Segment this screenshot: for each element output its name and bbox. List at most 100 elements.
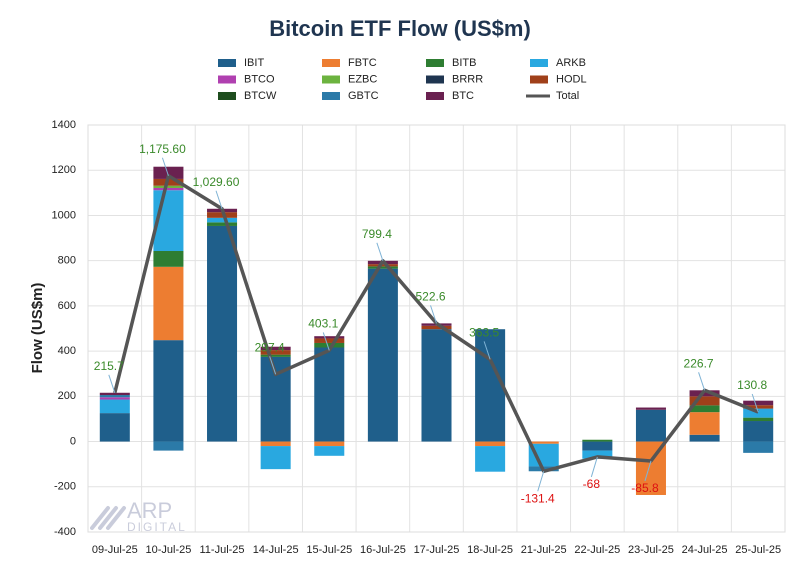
chart-title: Bitcoin ETF Flow (US$m) [269, 16, 531, 41]
bar-segment [99, 399, 130, 414]
bar-segment [582, 441, 613, 451]
bar-segment [743, 405, 774, 409]
data-label: 522.6 [415, 290, 445, 304]
bar-segment [314, 336, 345, 339]
bar-segment [314, 441, 345, 447]
y-tick-label: -200 [54, 481, 76, 493]
bar-segment [153, 250, 184, 267]
bar-segment [153, 166, 184, 179]
bar-segment [99, 413, 130, 442]
legend-swatch [426, 92, 444, 100]
legend-swatch [426, 75, 444, 84]
legend-label: IBIT [244, 57, 264, 69]
legend-swatch [218, 59, 236, 67]
label-leader [698, 372, 706, 391]
bar-segment [743, 417, 774, 422]
data-label: 363.5 [469, 326, 499, 340]
y-tick-label: 1400 [52, 119, 76, 131]
label-leader [644, 460, 652, 482]
bar-segment [260, 346, 291, 351]
bar-segment [528, 443, 559, 467]
bar-segment [314, 347, 345, 442]
data-label: 1,175.60 [139, 142, 186, 156]
y-tick-label: 1200 [52, 164, 76, 176]
x-tick-label: 09-Jul-25 [92, 544, 138, 556]
bar-segment [314, 338, 345, 343]
legend-label: ARKB [556, 57, 586, 69]
y-tick-label: -400 [54, 526, 76, 538]
plot-border [87, 124, 786, 533]
data-label: 297.4 [255, 340, 285, 354]
watermark: ARP DIGITAL [90, 498, 185, 534]
bar-segment [743, 400, 774, 406]
data-label: -131.4 [521, 491, 555, 505]
label-leader [483, 341, 491, 360]
bar-segment [260, 350, 291, 355]
legend-label: GBTC [348, 90, 379, 102]
legend-label: BRRR [452, 73, 483, 85]
bar-segment [582, 439, 613, 442]
data-label: -68 [583, 477, 601, 491]
bar-segment [635, 407, 666, 410]
x-tick-label: 22-Jul-25 [574, 544, 620, 556]
legend-label: BTC [452, 90, 474, 102]
bar-segment [207, 222, 238, 226]
bar-segment [99, 395, 130, 398]
legend-swatch [530, 75, 548, 84]
bar-segment [582, 450, 613, 459]
legend-swatch [426, 59, 444, 67]
data-label: 226.7 [684, 356, 714, 370]
bar-segment [689, 390, 720, 397]
bar-segment [743, 441, 774, 453]
bar-segment [475, 329, 506, 442]
bar-segment [207, 212, 238, 218]
label-leader [322, 332, 330, 351]
label-leader [269, 356, 277, 375]
legend-label: BTCW [244, 90, 277, 102]
y-axis-label: Flow (US$m) [29, 283, 46, 374]
bar-segment [743, 408, 774, 418]
bar-segment [528, 441, 559, 444]
bar-segment [689, 396, 720, 406]
bar-segment [207, 217, 238, 223]
x-tick-label: 10-Jul-25 [145, 544, 191, 556]
bar-segment [153, 266, 184, 341]
x-tick-label: 16-Jul-25 [360, 544, 406, 556]
legend-swatch [322, 75, 340, 84]
label-leader [215, 190, 223, 209]
label-leader [590, 456, 598, 478]
bar-segment [367, 268, 398, 442]
bar-segment [314, 446, 345, 456]
bar-segment [421, 325, 452, 330]
legend-label: BTCO [244, 73, 275, 85]
x-tick-label: 17-Jul-25 [414, 544, 460, 556]
bar-segment [689, 405, 720, 413]
legend-swatch [218, 92, 236, 100]
y-tick-label: 1000 [52, 209, 76, 221]
bar-segment [689, 434, 720, 442]
legend-swatch [322, 92, 340, 100]
label-leader [751, 393, 759, 413]
data-label: 1,029.60 [193, 175, 240, 189]
data-label: -85.8 [631, 481, 659, 495]
label-leader [161, 157, 169, 176]
legend-swatch [218, 75, 236, 84]
bar-segment [207, 225, 238, 442]
bar-segment [99, 392, 130, 396]
legend-swatch [322, 59, 340, 67]
bar-segment [260, 446, 291, 470]
bar-segment [153, 185, 184, 188]
bar-segment [475, 441, 506, 447]
logo-icon [90, 506, 126, 530]
data-label: 215.7 [94, 359, 124, 373]
bar-segment [421, 329, 452, 442]
bar-segment [635, 409, 666, 442]
bar-segment [367, 266, 398, 269]
data-label: 403.1 [308, 317, 338, 331]
bar-segment [260, 354, 291, 357]
x-tick-label: 11-Jul-25 [200, 544, 245, 556]
y-tick-label: 0 [70, 435, 76, 447]
watermark-brand: ARP [127, 498, 172, 523]
legend-label: BITB [452, 57, 476, 69]
